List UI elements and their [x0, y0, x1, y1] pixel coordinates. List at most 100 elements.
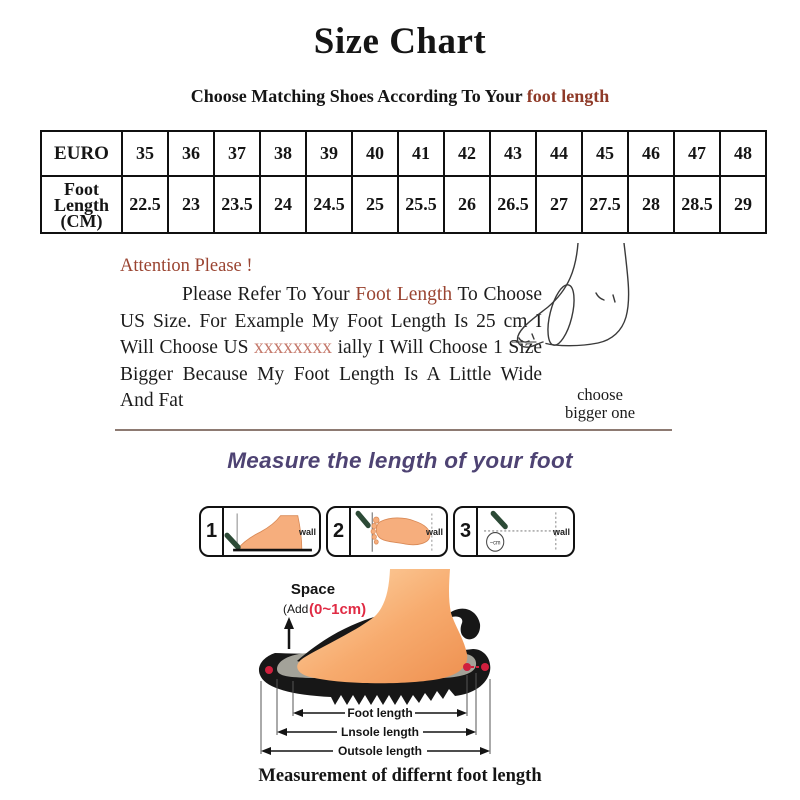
- toe: [370, 528, 376, 535]
- foot-length-cell: 25: [351, 175, 399, 234]
- sketch-ankle-mark: [612, 294, 616, 303]
- dim-arrowhead: [457, 709, 467, 717]
- euro-size-cell: 45: [581, 130, 629, 177]
- attention-line: Will Choose US xxxxxxxx ially I Will Cho…: [120, 335, 542, 362]
- sketch-caption-line: bigger one: [564, 403, 636, 422]
- subtitle-text: Choose Matching Shoes According To Your: [190, 86, 527, 106]
- measure-steps: 1 wall 2 wall: [199, 506, 575, 557]
- euro-size-cell: 37: [213, 130, 261, 177]
- pencil-icon: [355, 510, 371, 529]
- euro-size-cell: 39: [305, 130, 353, 177]
- sketch-girth-circle: [547, 284, 575, 346]
- measure-step-2: 2 wall: [326, 506, 448, 557]
- measure-step-3: 3 ~cm wall: [453, 506, 575, 557]
- euro-size-cell: 48: [719, 130, 767, 177]
- page-title: Size Chart: [313, 21, 487, 62]
- dimension-guides: [260, 673, 491, 754]
- step-number: 2: [328, 508, 351, 555]
- cm-circle: [486, 532, 505, 552]
- euro-size-cell: 40: [351, 130, 399, 177]
- sketch-caption: choose bigger one: [535, 386, 665, 422]
- toe-marker-dot: [265, 666, 273, 674]
- foot-length-cell: 23: [167, 175, 215, 234]
- step-illustration: wall: [224, 508, 319, 555]
- space-range-label: (0~1cm): [309, 601, 366, 618]
- sketch-ankle-mark: [595, 292, 605, 301]
- attention-highlight: Foot Length: [355, 284, 453, 305]
- row-label-line: Foot: [64, 178, 99, 199]
- shoe-measurement-diagram: Space (Add (0~1cm) Foot length Lnsole le…: [258, 569, 491, 758]
- toe: [371, 534, 377, 540]
- foot-length-cell: 29: [719, 175, 767, 234]
- dim-arrowhead: [480, 747, 490, 755]
- attention-line: And Fat: [120, 390, 184, 411]
- euro-size-cell: 36: [167, 130, 215, 177]
- heel-marker-dot: [481, 663, 489, 671]
- foot-top-view: [375, 517, 431, 546]
- attention-text: To Choose: [452, 284, 543, 305]
- pencil-icon: [224, 532, 241, 551]
- step1-drawing: [224, 513, 312, 552]
- attention-text: Please Refer To Your: [182, 284, 356, 305]
- foot-length-cell: 27: [535, 175, 583, 234]
- attention-text: ially I Will Choose 1 Size: [332, 337, 543, 358]
- foot-length-cell: 26: [443, 175, 491, 234]
- step2-drawing: [355, 510, 433, 552]
- foot-sketch-drawing: [512, 243, 630, 348]
- foot-length-cell: 25.5: [397, 175, 445, 234]
- dim-arrowhead: [261, 747, 271, 755]
- insole-length-label: Lnsole length: [341, 725, 419, 739]
- step-number: 3: [455, 508, 478, 555]
- cm-circle-label: ~cm: [490, 540, 501, 546]
- euro-size-cell: 43: [489, 130, 537, 177]
- foot-length-cell: 27.5: [581, 175, 629, 234]
- attention-crossed-text: xxxxxxxx: [254, 337, 333, 358]
- sketch-toe-mark: [531, 333, 535, 340]
- measure-section-heading: Measure the length of your foot: [227, 448, 573, 473]
- toe: [373, 539, 379, 545]
- foot-length-cell: 24.5: [305, 175, 353, 234]
- row-label-line: Length: [53, 194, 109, 215]
- foot-length-cell: 28: [627, 175, 675, 234]
- attention-text: Will Choose US: [120, 337, 255, 358]
- foot-length-cell: 26.5: [489, 175, 537, 234]
- page-subtitle: Choose Matching Shoes According To Your …: [0, 86, 800, 107]
- attention-line: Bigger Because My Foot Length Is A Littl…: [120, 363, 542, 385]
- euro-size-cell: 35: [121, 130, 169, 177]
- foot-in-shoe: [297, 569, 468, 684]
- toe: [373, 516, 380, 524]
- wall-label: wall: [298, 526, 316, 537]
- euro-size-cell: 41: [397, 130, 445, 177]
- foot-length-row-label: Foot Length (CM): [40, 175, 123, 234]
- euro-size-cell: 44: [535, 130, 583, 177]
- section-divider: [115, 429, 672, 431]
- wall-label: wall: [552, 526, 570, 537]
- foot-length-cell: 22.5: [121, 175, 169, 234]
- foot-side-view: [236, 515, 303, 550]
- shoe-heel-collar: [447, 608, 481, 640]
- space-label: Space: [291, 581, 335, 598]
- dim-arrowhead: [277, 728, 287, 736]
- foot-length-cell: 24: [259, 175, 307, 234]
- row-label-line: (CM): [60, 210, 103, 231]
- table-row-foot-length: Foot Length (CM) 22.5 23 23.5 24 24.5 25…: [40, 175, 767, 234]
- euro-row-label: EURO: [40, 130, 123, 177]
- step-number: 1: [201, 508, 224, 555]
- step-illustration: wall: [351, 508, 446, 555]
- heel-marker-dot: [463, 663, 471, 671]
- attention-note: Attention Please ! Please Refer To Your …: [120, 256, 542, 415]
- subtitle-highlight: foot length: [526, 86, 610, 106]
- attention-line: US Size. For Example My Foot Length Is 2…: [120, 310, 542, 332]
- table-row-euro: EURO 35 36 37 38 39 40 41 42 43 44 45 46…: [40, 130, 767, 177]
- bottom-caption: Measurement of differnt foot length: [258, 766, 542, 786]
- sketch-caption-line: choose: [577, 385, 623, 404]
- euro-size-cell: 38: [259, 130, 307, 177]
- dim-arrowhead: [293, 709, 303, 717]
- dim-arrowhead: [466, 728, 476, 736]
- toe: [371, 523, 378, 530]
- step-illustration: ~cm wall: [478, 508, 573, 555]
- outsole-length-label: Outsole length: [338, 744, 422, 758]
- wall-label: wall: [425, 526, 443, 537]
- sketch-leg-front: [516, 243, 579, 348]
- sketch-toe: [518, 337, 530, 343]
